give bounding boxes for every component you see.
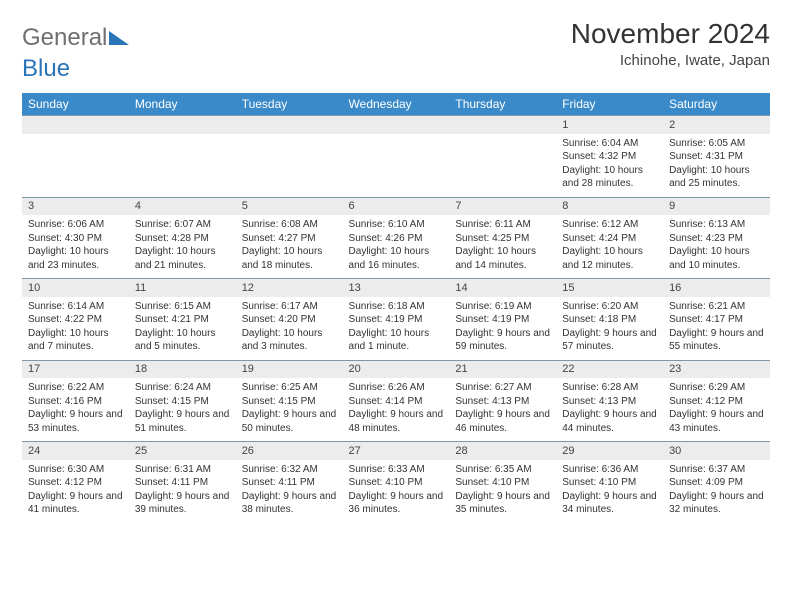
day-text-cell: Sunrise: 6:20 AMSunset: 4:18 PMDaylight:… (556, 297, 663, 361)
day-number-cell: 24 (22, 442, 129, 460)
day-text-cell: Sunrise: 6:08 AMSunset: 4:27 PMDaylight:… (236, 215, 343, 279)
day-number-cell: 19 (236, 360, 343, 378)
day-text-cell: Sunrise: 6:33 AMSunset: 4:10 PMDaylight:… (343, 460, 450, 523)
day-number-row: 10111213141516 (22, 279, 770, 297)
brand-part1: General (22, 24, 107, 52)
day-number-cell: 28 (449, 442, 556, 460)
day-text-cell: Sunrise: 6:24 AMSunset: 4:15 PMDaylight:… (129, 378, 236, 442)
day-number-cell: 20 (343, 360, 450, 378)
day-text-cell: Sunrise: 6:19 AMSunset: 4:19 PMDaylight:… (449, 297, 556, 361)
day-text-cell: Sunrise: 6:10 AMSunset: 4:26 PMDaylight:… (343, 215, 450, 279)
weekday-header: Thursday (449, 93, 556, 116)
day-text-cell: Sunrise: 6:32 AMSunset: 4:11 PMDaylight:… (236, 460, 343, 523)
day-number-cell (22, 116, 129, 134)
day-number-cell (236, 116, 343, 134)
day-number-cell: 6 (343, 197, 450, 215)
weekday-header: Monday (129, 93, 236, 116)
weekday-header: Wednesday (343, 93, 450, 116)
day-text-cell: Sunrise: 6:25 AMSunset: 4:15 PMDaylight:… (236, 378, 343, 442)
day-text-row: Sunrise: 6:14 AMSunset: 4:22 PMDaylight:… (22, 297, 770, 361)
day-number-cell: 30 (663, 442, 770, 460)
brand-triangle-icon (109, 31, 129, 45)
day-text-cell: Sunrise: 6:06 AMSunset: 4:30 PMDaylight:… (22, 215, 129, 279)
day-text-cell: Sunrise: 6:14 AMSunset: 4:22 PMDaylight:… (22, 297, 129, 361)
day-text-cell (449, 134, 556, 198)
day-text-cell: Sunrise: 6:13 AMSunset: 4:23 PMDaylight:… (663, 215, 770, 279)
day-number-cell (343, 116, 450, 134)
day-text-cell: Sunrise: 6:31 AMSunset: 4:11 PMDaylight:… (129, 460, 236, 523)
day-number-row: 17181920212223 (22, 360, 770, 378)
day-text-row: Sunrise: 6:06 AMSunset: 4:30 PMDaylight:… (22, 215, 770, 279)
day-text-row: Sunrise: 6:04 AMSunset: 4:32 PMDaylight:… (22, 134, 770, 198)
title-block: November 2024 Ichinohe, Iwate, Japan (571, 18, 770, 69)
day-number-cell: 25 (129, 442, 236, 460)
day-text-cell: Sunrise: 6:04 AMSunset: 4:32 PMDaylight:… (556, 134, 663, 198)
day-number-cell: 5 (236, 197, 343, 215)
day-number-cell (129, 116, 236, 134)
day-number-cell: 29 (556, 442, 663, 460)
brand-logo: General (22, 24, 129, 52)
day-text-cell: Sunrise: 6:30 AMSunset: 4:12 PMDaylight:… (22, 460, 129, 523)
day-text-cell: Sunrise: 6:07 AMSunset: 4:28 PMDaylight:… (129, 215, 236, 279)
weekday-header: Saturday (663, 93, 770, 116)
day-number-cell: 1 (556, 116, 663, 134)
day-text-cell: Sunrise: 6:17 AMSunset: 4:20 PMDaylight:… (236, 297, 343, 361)
calendar-table: Sunday Monday Tuesday Wednesday Thursday… (22, 93, 770, 523)
day-text-cell (343, 134, 450, 198)
day-number-row: 3456789 (22, 197, 770, 215)
day-number-cell: 12 (236, 279, 343, 297)
day-number-cell: 8 (556, 197, 663, 215)
day-text-cell (22, 134, 129, 198)
day-number-cell: 7 (449, 197, 556, 215)
day-number-cell: 18 (129, 360, 236, 378)
day-number-cell: 22 (556, 360, 663, 378)
day-text-cell: Sunrise: 6:05 AMSunset: 4:31 PMDaylight:… (663, 134, 770, 198)
day-number-cell: 3 (22, 197, 129, 215)
day-number-cell: 26 (236, 442, 343, 460)
day-text-cell (236, 134, 343, 198)
day-number-cell (449, 116, 556, 134)
day-text-cell: Sunrise: 6:12 AMSunset: 4:24 PMDaylight:… (556, 215, 663, 279)
day-text-cell: Sunrise: 6:15 AMSunset: 4:21 PMDaylight:… (129, 297, 236, 361)
day-text-cell: Sunrise: 6:36 AMSunset: 4:10 PMDaylight:… (556, 460, 663, 523)
day-number-cell: 23 (663, 360, 770, 378)
day-number-cell: 4 (129, 197, 236, 215)
weekday-header: Friday (556, 93, 663, 116)
day-text-cell: Sunrise: 6:11 AMSunset: 4:25 PMDaylight:… (449, 215, 556, 279)
day-number-cell: 21 (449, 360, 556, 378)
day-number-cell: 27 (343, 442, 450, 460)
day-text-cell: Sunrise: 6:26 AMSunset: 4:14 PMDaylight:… (343, 378, 450, 442)
day-text-cell: Sunrise: 6:22 AMSunset: 4:16 PMDaylight:… (22, 378, 129, 442)
calendar-body: 12Sunrise: 6:04 AMSunset: 4:32 PMDayligh… (22, 116, 770, 523)
day-text-cell: Sunrise: 6:29 AMSunset: 4:12 PMDaylight:… (663, 378, 770, 442)
day-number-cell: 13 (343, 279, 450, 297)
weekday-header-row: Sunday Monday Tuesday Wednesday Thursday… (22, 93, 770, 116)
day-number-row: 24252627282930 (22, 442, 770, 460)
weekday-header: Sunday (22, 93, 129, 116)
day-number-cell: 16 (663, 279, 770, 297)
day-text-cell: Sunrise: 6:21 AMSunset: 4:17 PMDaylight:… (663, 297, 770, 361)
day-text-cell: Sunrise: 6:35 AMSunset: 4:10 PMDaylight:… (449, 460, 556, 523)
day-text-row: Sunrise: 6:30 AMSunset: 4:12 PMDaylight:… (22, 460, 770, 523)
day-number-cell: 10 (22, 279, 129, 297)
day-text-cell (129, 134, 236, 198)
day-text-cell: Sunrise: 6:27 AMSunset: 4:13 PMDaylight:… (449, 378, 556, 442)
day-text-cell: Sunrise: 6:18 AMSunset: 4:19 PMDaylight:… (343, 297, 450, 361)
day-number-cell: 17 (22, 360, 129, 378)
weekday-header: Tuesday (236, 93, 343, 116)
day-number-cell: 14 (449, 279, 556, 297)
day-number-cell: 9 (663, 197, 770, 215)
day-text-cell: Sunrise: 6:37 AMSunset: 4:09 PMDaylight:… (663, 460, 770, 523)
day-number-row: 12 (22, 116, 770, 134)
day-number-cell: 2 (663, 116, 770, 134)
day-text-cell: Sunrise: 6:28 AMSunset: 4:13 PMDaylight:… (556, 378, 663, 442)
day-number-cell: 15 (556, 279, 663, 297)
day-number-cell: 11 (129, 279, 236, 297)
location: Ichinohe, Iwate, Japan (571, 52, 770, 69)
day-text-row: Sunrise: 6:22 AMSunset: 4:16 PMDaylight:… (22, 378, 770, 442)
page-title: November 2024 (571, 18, 770, 50)
